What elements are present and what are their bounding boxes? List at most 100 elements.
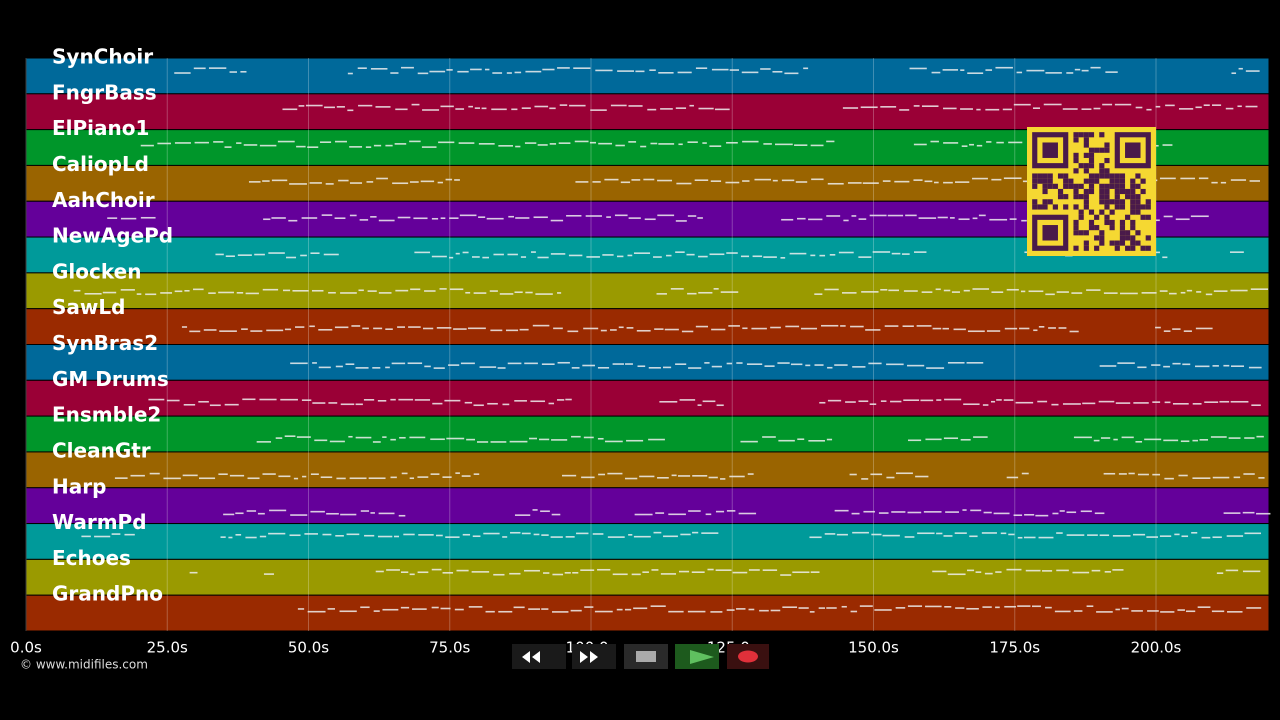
note: [1074, 68, 1081, 71]
note: [862, 182, 879, 184]
note: [886, 363, 904, 366]
qr-cell: [1145, 235, 1151, 241]
note: [1201, 536, 1211, 539]
note: [1205, 293, 1213, 296]
note: [925, 438, 942, 441]
note: [553, 327, 563, 330]
qr-cell: [1125, 230, 1131, 236]
note: [606, 216, 611, 218]
qr-finder: [1042, 225, 1058, 241]
note: [262, 288, 279, 291]
note: [1169, 292, 1177, 295]
note: [1024, 513, 1035, 516]
note: [296, 436, 311, 438]
note: [789, 252, 807, 255]
qr-cell: [1104, 168, 1110, 174]
note: [1087, 534, 1098, 536]
note: [537, 256, 549, 259]
note: [921, 105, 939, 107]
note: [1172, 402, 1189, 405]
qr-cell: [1099, 183, 1105, 189]
qr-cell: [1099, 188, 1105, 195]
note: [1159, 177, 1176, 180]
note: [1195, 327, 1213, 330]
note: [754, 178, 771, 181]
note: [675, 251, 685, 253]
note: [710, 611, 723, 613]
note: [1016, 71, 1023, 74]
note: [657, 179, 673, 182]
note: [969, 143, 974, 146]
note: [519, 328, 529, 331]
note: [644, 218, 656, 221]
note: [360, 510, 370, 512]
note: [1137, 366, 1147, 369]
note: [528, 608, 541, 610]
note: [679, 399, 696, 401]
qr-code: [1027, 127, 1156, 256]
note: [1146, 536, 1159, 538]
note: [136, 293, 142, 295]
note: [695, 67, 708, 70]
note: [514, 514, 531, 516]
qr-cell: [1145, 245, 1151, 251]
note: [944, 606, 952, 608]
note: [250, 330, 263, 332]
note: [809, 611, 815, 613]
qr-cell: [1135, 240, 1141, 246]
note: [840, 325, 846, 327]
note: [736, 608, 746, 610]
note: [557, 361, 570, 364]
qr-cell: [1094, 235, 1100, 241]
note: [304, 533, 318, 535]
note: [687, 292, 697, 295]
note: [763, 143, 772, 145]
note: [565, 398, 572, 401]
note: [1019, 327, 1030, 330]
note: [740, 255, 750, 258]
note: [711, 365, 722, 368]
note: [1199, 439, 1209, 441]
note: [616, 608, 623, 611]
note: [284, 328, 292, 331]
note: [246, 510, 257, 512]
note: [1151, 364, 1161, 366]
note: [247, 477, 260, 480]
note: [213, 141, 224, 143]
qr-cell: [1073, 152, 1079, 158]
note: [1225, 107, 1234, 110]
grid: [25, 58, 1157, 631]
qr-cell: [1063, 178, 1069, 184]
note: [1113, 438, 1118, 441]
note: [193, 288, 204, 291]
note: [913, 143, 927, 146]
note: [637, 365, 646, 368]
note: [969, 535, 978, 538]
note: [808, 218, 823, 221]
note: [923, 511, 942, 513]
note: [695, 325, 709, 328]
note: [403, 533, 415, 536]
note: [460, 362, 475, 365]
note: [498, 145, 513, 147]
note: [224, 403, 239, 406]
note: [551, 513, 561, 516]
note: [1135, 441, 1143, 443]
note: [887, 214, 904, 217]
note: [861, 478, 869, 480]
note: [736, 362, 743, 364]
note: [194, 141, 209, 144]
note: [1242, 570, 1261, 573]
qr-cell: [1119, 188, 1126, 195]
qr-cell: [1104, 183, 1110, 189]
note: [1245, 70, 1260, 72]
note: [858, 218, 867, 220]
note: [520, 256, 527, 258]
note: [468, 606, 483, 608]
note: [218, 291, 234, 294]
note: [334, 326, 349, 329]
note: [657, 214, 675, 217]
note: [368, 477, 386, 480]
note: [1008, 141, 1023, 144]
note: [627, 254, 633, 257]
